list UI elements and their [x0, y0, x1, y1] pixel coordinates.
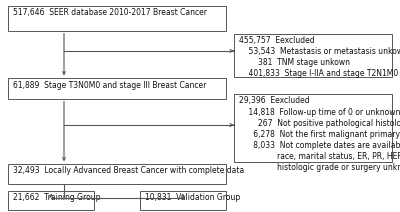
FancyBboxPatch shape	[234, 34, 392, 77]
Text: 517,646  SEER database 2010-2017 Breast Cancer: 517,646 SEER database 2010-2017 Breast C…	[13, 8, 207, 17]
Text: 21,662  Training Group: 21,662 Training Group	[13, 193, 100, 202]
FancyBboxPatch shape	[8, 164, 226, 184]
FancyBboxPatch shape	[140, 191, 226, 210]
FancyBboxPatch shape	[234, 94, 392, 162]
Text: 10,831  Validation Group: 10,831 Validation Group	[145, 193, 240, 202]
FancyBboxPatch shape	[8, 78, 226, 99]
Text: 29,396  Eexcluded
    14,818  Follow-up time of 0 or unknown
        267  Not po: 29,396 Eexcluded 14,818 Follow-up time o…	[239, 96, 400, 172]
FancyBboxPatch shape	[8, 191, 94, 210]
Text: 455,757  Eexcluded
    53,543  Metastasis or metastasis unkown
        381  TNM : 455,757 Eexcluded 53,543 Metastasis or m…	[239, 36, 400, 78]
Text: 61,889  Stage T3N0M0 and stage III Breast Cancer: 61,889 Stage T3N0M0 and stage III Breast…	[13, 81, 206, 89]
FancyBboxPatch shape	[8, 6, 226, 31]
Text: 32,493  Locally Advanced Breast Cancer with complete data: 32,493 Locally Advanced Breast Cancer wi…	[13, 166, 244, 175]
